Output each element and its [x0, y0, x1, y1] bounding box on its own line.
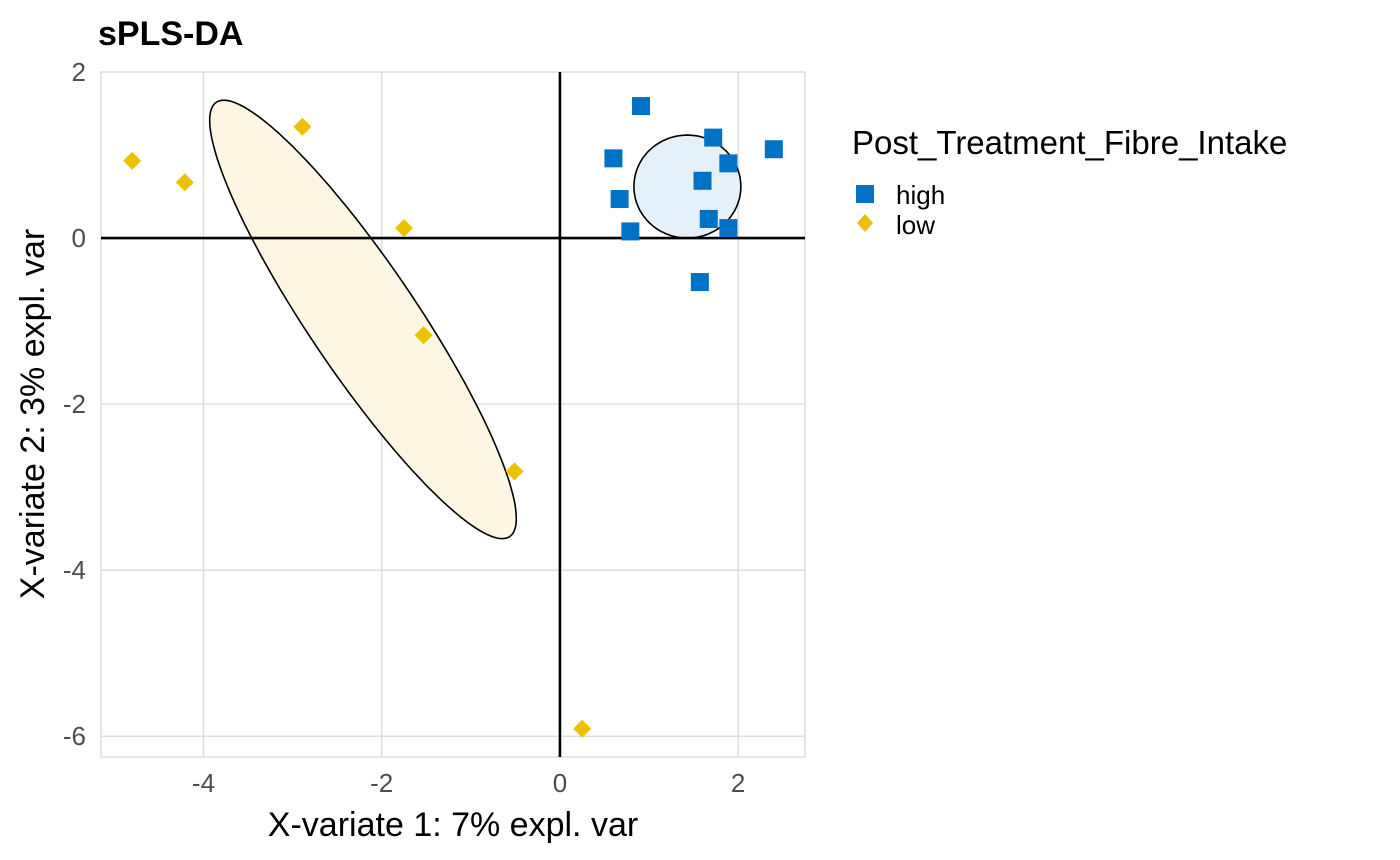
- x-tick-label: 2: [731, 768, 745, 798]
- y-tick-label: -6: [63, 721, 86, 751]
- point-low: [394, 219, 413, 238]
- x-tick-label: 0: [553, 768, 567, 798]
- legend-label-high: high: [896, 180, 945, 210]
- point-low: [414, 326, 433, 345]
- point-high: [699, 209, 718, 228]
- point-low: [123, 151, 142, 170]
- point-high: [764, 140, 783, 159]
- reference-lines: [101, 72, 805, 757]
- y-tick-label: -4: [63, 555, 86, 585]
- point-low: [573, 719, 592, 738]
- point-high: [621, 222, 640, 241]
- y-tick-label: -2: [63, 389, 86, 419]
- x-tick-label: -2: [370, 768, 393, 798]
- point-high: [704, 128, 723, 147]
- ellipse-low: [208, 99, 518, 540]
- point-high: [632, 97, 651, 116]
- legend-label-low: low: [896, 210, 935, 240]
- chart-title: sPLS-DA: [98, 15, 243, 53]
- point-low: [175, 173, 194, 192]
- x-tick-label: -4: [192, 768, 215, 798]
- y-tick-label: 2: [72, 57, 86, 87]
- legend: Post_Treatment_Fibre_Intake high low: [852, 124, 1287, 240]
- legend-marker-high: [856, 185, 874, 203]
- tick-labels: -4 -2 0 2 2 0 -2 -4 -6: [63, 57, 746, 798]
- data-points: [123, 97, 783, 738]
- point-low: [293, 117, 312, 136]
- point-high: [604, 149, 623, 168]
- legend-title: Post_Treatment_Fibre_Intake: [852, 124, 1287, 161]
- confidence-ellipses: [208, 99, 742, 540]
- legend-marker-low: [857, 214, 873, 232]
- point-low: [505, 462, 524, 481]
- point-high: [690, 273, 709, 292]
- point-high: [719, 219, 738, 238]
- point-high: [719, 154, 738, 173]
- y-tick-label: 0: [72, 223, 86, 253]
- y-axis-label: X-variate 2: 3% expl. var: [14, 229, 52, 599]
- point-high: [693, 171, 712, 190]
- x-axis-label: X-variate 1: 7% expl. var: [268, 806, 638, 844]
- point-high: [610, 190, 629, 209]
